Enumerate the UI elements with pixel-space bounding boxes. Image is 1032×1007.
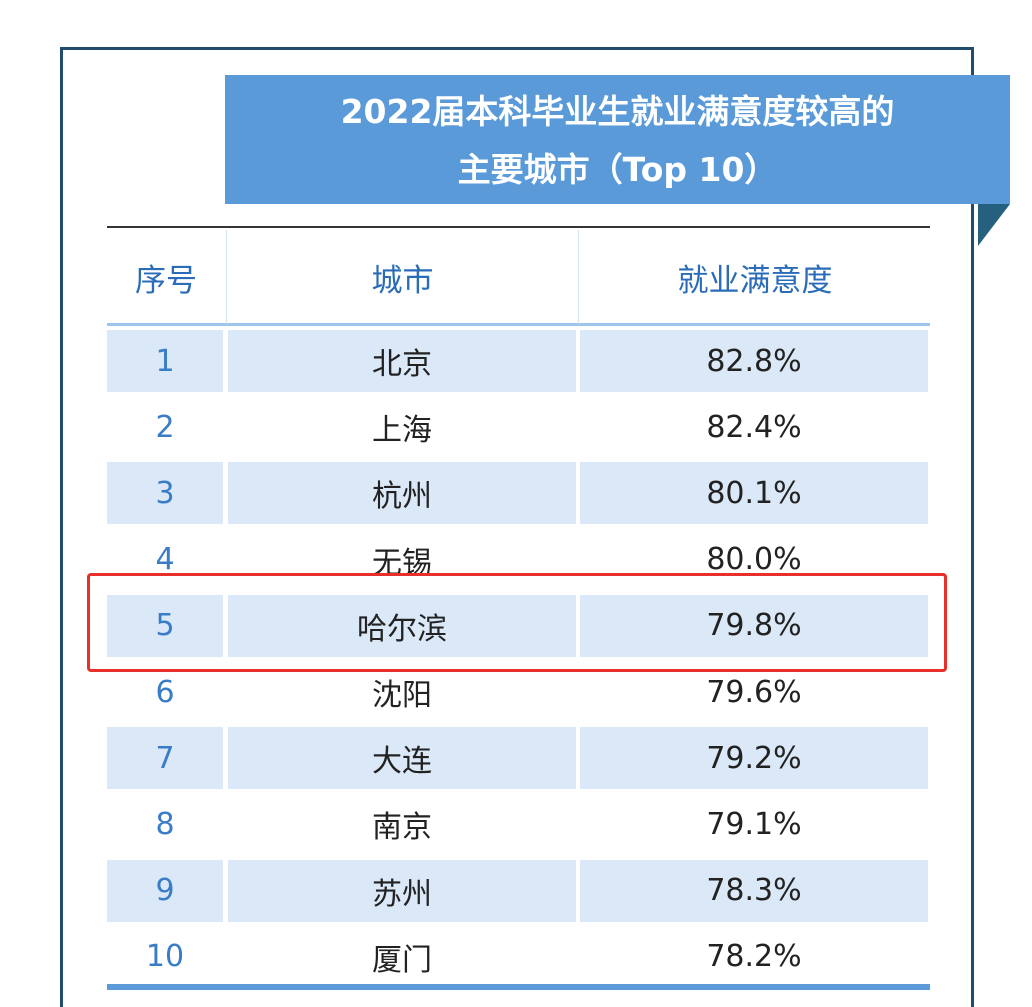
page-title: 2022届本科毕业生就业满意度较高的 主要城市（Top 10） [225, 75, 1010, 204]
table-bottom-bar [107, 984, 930, 990]
satisfaction-cell: 79.2% [580, 727, 928, 790]
city-cell: 上海 [372, 413, 432, 449]
satisfaction-cell: 79.1% [706, 806, 802, 842]
satisfaction-cell: 78.3% [580, 859, 928, 922]
satisfaction-cell: 79.6% [706, 674, 802, 710]
city-cell: 哈尔滨 [228, 594, 576, 657]
rank-cell: 9 [107, 859, 223, 922]
banner-fold [978, 204, 1010, 246]
city-cell: 苏州 [228, 859, 576, 922]
satisfaction-cell: 82.4% [706, 409, 802, 445]
table-header: 序号 城市 就业满意度 [107, 226, 930, 326]
rank-cell: 4 [155, 542, 175, 578]
divider [226, 230, 227, 324]
frame [60, 47, 974, 1007]
rank-cell: 6 [155, 674, 175, 710]
rank-cell: 5 [107, 594, 223, 657]
header-satisfaction: 就业满意度 [677, 262, 833, 299]
city-cell: 南京 [372, 810, 432, 846]
satisfaction-cell: 82.8% [580, 330, 928, 392]
city-cell: 杭州 [228, 462, 576, 525]
rank-cell: 7 [107, 727, 223, 790]
title-line-1: 2022届本科毕业生就业满意度较高的 [340, 92, 895, 131]
city-cell: 北京 [228, 330, 576, 392]
satisfaction-cell: 78.2% [706, 939, 802, 975]
divider [578, 230, 579, 324]
title-line-2: 主要城市（Top 10） [457, 150, 778, 189]
rank-cell: 3 [107, 462, 223, 525]
rank-cell: 1 [107, 330, 223, 392]
satisfaction-cell: 80.0% [706, 542, 802, 578]
rank-cell: 8 [155, 806, 175, 842]
city-cell: 大连 [228, 727, 576, 790]
city-cell: 沈阳 [372, 678, 432, 713]
satisfaction-cell: 80.1% [580, 462, 928, 525]
header-city: 城市 [371, 262, 434, 299]
satisfaction-cell: 79.8% [580, 594, 928, 657]
highlight-box [87, 573, 947, 672]
rank-cell: 2 [155, 409, 175, 445]
city-cell: 厦门 [372, 942, 432, 978]
rank-cell: 10 [145, 939, 185, 975]
header-rank: 序号 [135, 262, 197, 299]
